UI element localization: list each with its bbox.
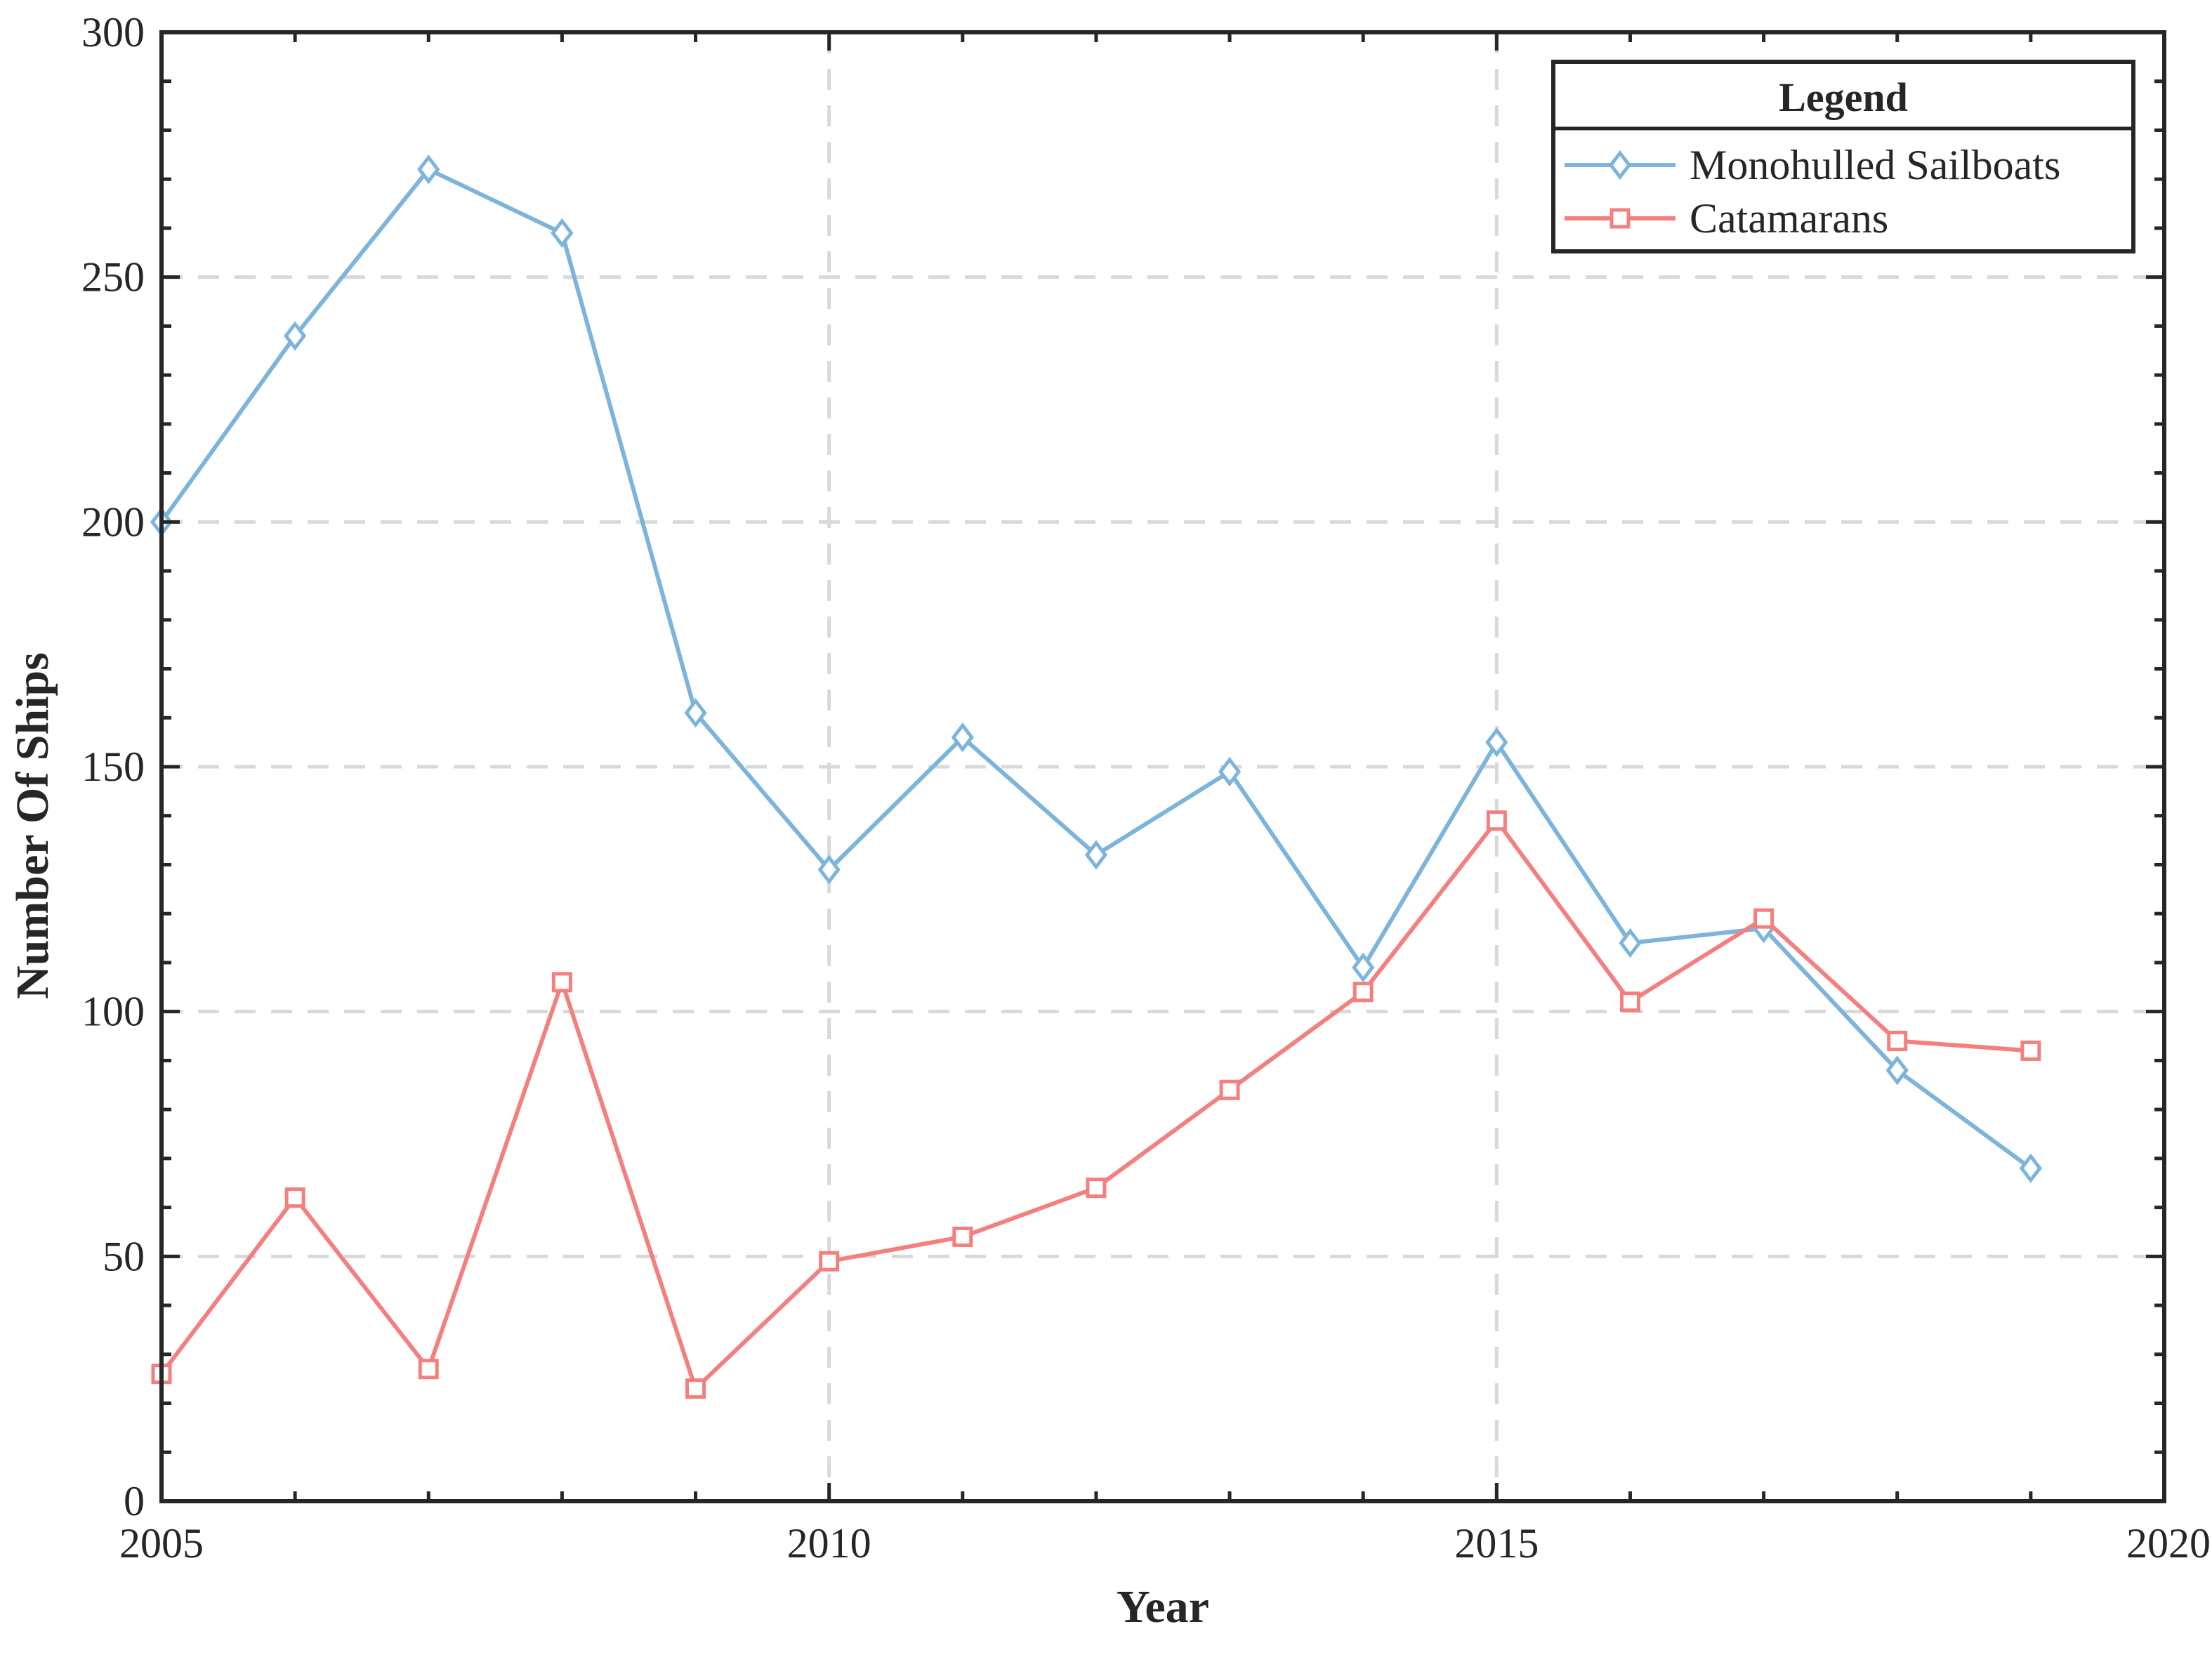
data-point [684,698,707,728]
data-point [284,1187,305,1208]
data-point [2020,1040,2041,1061]
data-point [2019,1153,2043,1183]
axes-frame [159,30,2166,1503]
data-point [817,855,841,885]
y-axis-title: Number Of Ships [7,652,58,999]
legend-entries: Monohulled Sailboats Catamarans [1565,142,2060,242]
x-axis-title: Year [1117,1581,1209,1633]
data-point [1619,991,1640,1013]
data-point [952,1226,973,1247]
legend-marker [1608,150,1632,180]
data-point [1887,1031,1908,1052]
legend-entry-label: Monohulled Sailboats [1690,142,2060,188]
data-point [1753,908,1775,929]
y-tick-label: 50 [103,1233,145,1279]
data-point [551,218,574,249]
data-point [1352,952,1375,983]
data-point [418,1359,439,1380]
x-tick-label: 2010 [787,1520,871,1567]
y-tick-label: 200 [81,499,145,545]
x-tick-label: 2005 [119,1520,204,1567]
data-point [1885,1055,1909,1086]
x-tick-label: 2015 [1454,1520,1539,1567]
y-tick-label: 150 [81,744,145,790]
legend-marker [1609,208,1631,229]
x-tick-label: 2020 [2126,1520,2211,1567]
grid-lines [162,32,2164,1501]
data-point [1086,1178,1107,1199]
data-point [551,972,572,993]
y-tick-label: 100 [81,989,145,1035]
legend: Legend Monohulled Sailboats Catamarans [1551,60,2135,253]
data-point [1485,727,1508,758]
data-point [1619,928,1642,958]
data-point [1219,1079,1240,1100]
tick-labels: 0 50 100 150 200 250 300 2005 2010 2015 2020 [81,9,2211,1567]
data-point [685,1378,706,1399]
data-point [417,154,440,185]
data-point [951,723,974,753]
legend-title: Legend [1779,74,1908,120]
legend-entry-label: Catamarans [1690,195,1888,242]
y-tick-label: 250 [81,254,145,301]
data-point [283,321,307,351]
data-point [1084,840,1108,870]
series-lines [150,154,2043,1399]
data-point [1486,810,1507,831]
data-point [1352,982,1374,1003]
y-tick-label: 0 [124,1478,145,1524]
data-point [819,1251,840,1272]
data-point [1218,756,1242,787]
y-tick-label: 300 [81,9,145,55]
